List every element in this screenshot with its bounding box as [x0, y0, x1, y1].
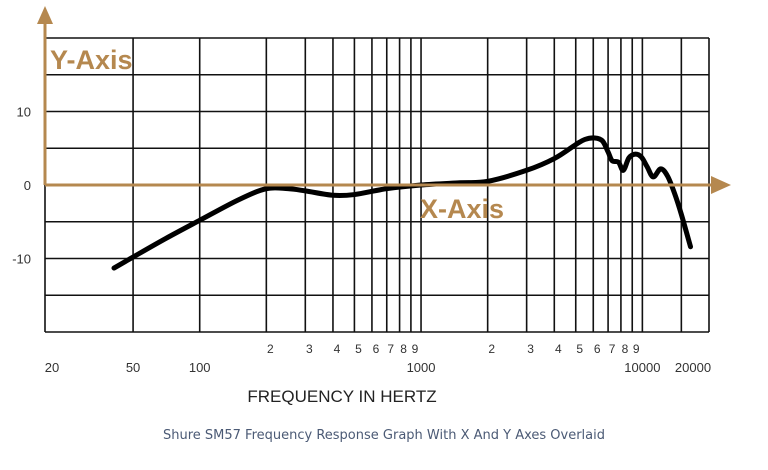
x-major-tick-label: 10000 — [624, 360, 660, 375]
x-minor-tick-label: 6 — [594, 342, 601, 356]
x-major-tick-label: 50 — [126, 360, 140, 375]
x-minor-tick-label: 3 — [527, 342, 534, 356]
x-minor-tick-label: 5 — [355, 342, 362, 356]
x-minor-tick-label: 2 — [267, 342, 274, 356]
x-minor-tick-label: 6 — [373, 342, 380, 356]
x-axis-title: FREQUENCY IN HERTZ — [247, 387, 436, 406]
y-axis-arrow-icon — [37, 6, 53, 24]
x-minor-tick-label: 4 — [334, 342, 341, 356]
x-minor-tick-label: 9 — [412, 342, 419, 356]
response-curve — [111, 135, 694, 271]
x-major-tick-label: 20000 — [675, 360, 711, 375]
x-minor-tick-label: 3 — [306, 342, 313, 356]
x-minor-tick-label: 2 — [488, 342, 495, 356]
x-axis-label: X-Axis — [420, 194, 504, 224]
x-minor-tick-label: 7 — [387, 342, 394, 356]
tick-labels: 2 3 4 5 6 7 8 9 2 3 4 5 6 7 8 920 50 100 1000 10000 20000100… — [12, 105, 711, 376]
x-minor-tick-label: 9 — [633, 342, 640, 356]
x-major-tick-label: 100 — [189, 360, 211, 375]
x-minor-tick-label: 8 — [622, 342, 629, 356]
y-tick-label: -10 — [12, 252, 31, 267]
x-major-tick-label: 1000 — [407, 360, 436, 375]
frequency-response-chart: 2 3 4 5 6 7 8 9 2 3 4 5 6 7 8 920 50 100 1000 10000 20000100… — [12, 6, 731, 406]
series — [111, 135, 694, 271]
figure-caption: Shure SM57 Frequency Response Graph With… — [162, 428, 605, 443]
x-minor-tick-label: 5 — [576, 342, 583, 356]
x-minor-tick-label: 4 — [555, 342, 562, 356]
x-minor-tick-label: 7 — [609, 342, 616, 356]
x-minor-tick-label: 8 — [400, 342, 407, 356]
y-axis-label: Y-Axis — [50, 45, 133, 75]
y-tick-label: 0 — [24, 178, 31, 193]
x-axis-arrow-icon — [711, 176, 731, 194]
y-tick-label: 10 — [17, 105, 31, 120]
x-major-tick-label: 20 — [45, 360, 59, 375]
overlay-axes: Y-Axis X-Axis — [37, 6, 731, 224]
